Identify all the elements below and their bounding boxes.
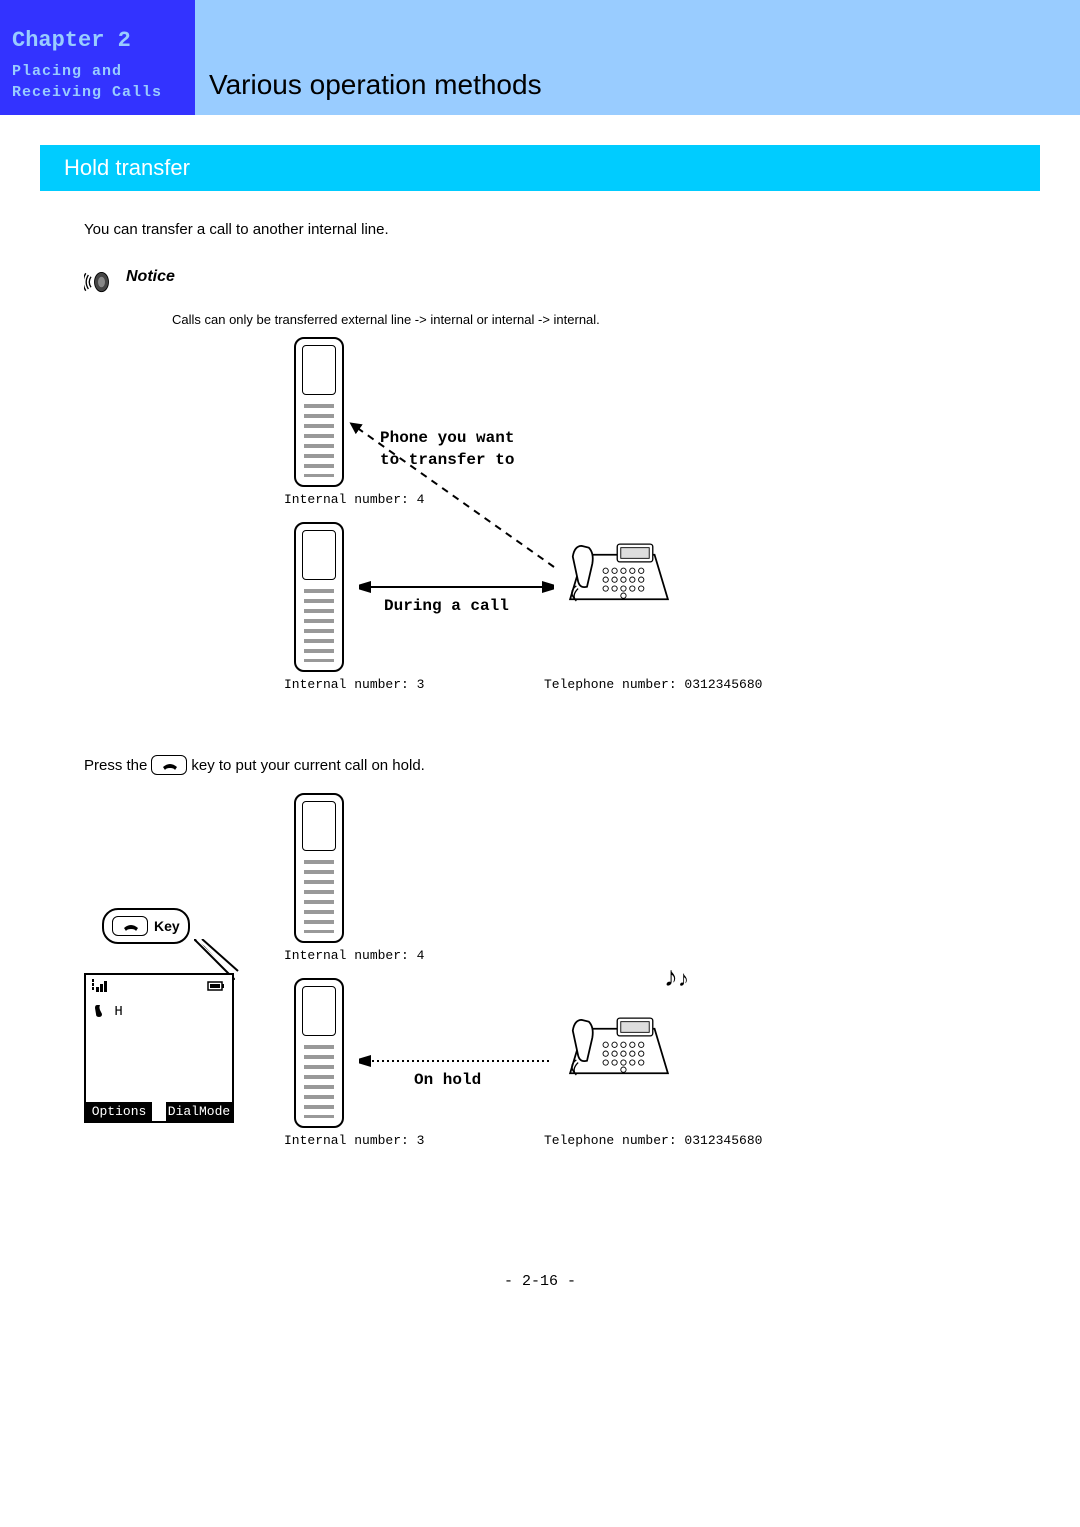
music-note-icon: ♪♪ (664, 961, 689, 993)
handset-current-2-label: Internal number: 3 (284, 1133, 424, 1148)
end-call-key-icon-2 (112, 916, 148, 936)
dashed-arrow (344, 417, 564, 587)
handset-target-2 (294, 793, 344, 943)
chapter-block: Chapter 2 Placing and Receiving Calls (0, 0, 195, 115)
press-instruction: Press the key to put your current call o… (84, 755, 1020, 775)
handset-target-2-label: Internal number: 4 (284, 948, 424, 963)
press-after: key to put your current call on hold. (191, 757, 424, 774)
end-call-key-icon (151, 755, 187, 775)
speaker-icon (84, 268, 112, 296)
press-before: Press the (84, 757, 147, 774)
on-hold-label: On hold (414, 1069, 481, 1091)
key-callout: Key (102, 908, 190, 944)
deskphone-label: Telephone number: 0312345680 (544, 677, 762, 692)
deskphone-icon-2 (564, 1011, 674, 1091)
dotted-arrow (359, 1051, 554, 1071)
page-header: Chapter 2 Placing and Receiving Calls Va… (0, 0, 1080, 115)
page-number: - 2-16 - (0, 1273, 1080, 1290)
handset-mini-icon (94, 1004, 106, 1018)
header-title-block: Various operation methods (195, 0, 1080, 115)
screen-softkeys: Options DialMode (86, 1102, 232, 1121)
notice-block: Notice (84, 268, 1020, 296)
content-area: You can transfer a call to another inter… (0, 191, 1080, 1233)
diagram-transfer: Internal number: 4 Internal number: 3 Ph… (84, 337, 1020, 737)
screen-h-text: H (114, 1004, 122, 1020)
handset-current (294, 522, 344, 672)
softkey-dialmode: DialMode (166, 1102, 232, 1121)
handset-current-2 (294, 978, 344, 1128)
deskphone-label-2: Telephone number: 0312345680 (544, 1133, 762, 1148)
notice-text: Calls can only be transferred external l… (172, 312, 1020, 327)
chapter-subtitle: Placing and Receiving Calls (12, 61, 183, 103)
battery-icon (206, 979, 226, 996)
screen-body: H (86, 1000, 232, 1024)
diagram-onhold: Internal number: 4 Internal number: 3 Ke… (84, 793, 1020, 1233)
handset-target (294, 337, 344, 487)
section-title: Hold transfer (40, 145, 1040, 191)
softkey-options: Options (86, 1102, 152, 1121)
phone-screen: H Options DialMode (84, 973, 234, 1123)
handset-current-label: Internal number: 3 (284, 677, 424, 692)
deskphone-icon (564, 537, 674, 617)
key-label: Key (154, 918, 180, 934)
intro-text: You can transfer a call to another inter… (84, 221, 1020, 238)
notice-label: Notice (126, 268, 175, 286)
signal-icon (92, 979, 116, 996)
page-title: Various operation methods (209, 69, 542, 101)
screen-status-bar (86, 975, 232, 1000)
solid-arrow (359, 577, 554, 597)
during-call-label: During a call (384, 595, 509, 617)
chapter-number: Chapter 2 (12, 28, 183, 53)
